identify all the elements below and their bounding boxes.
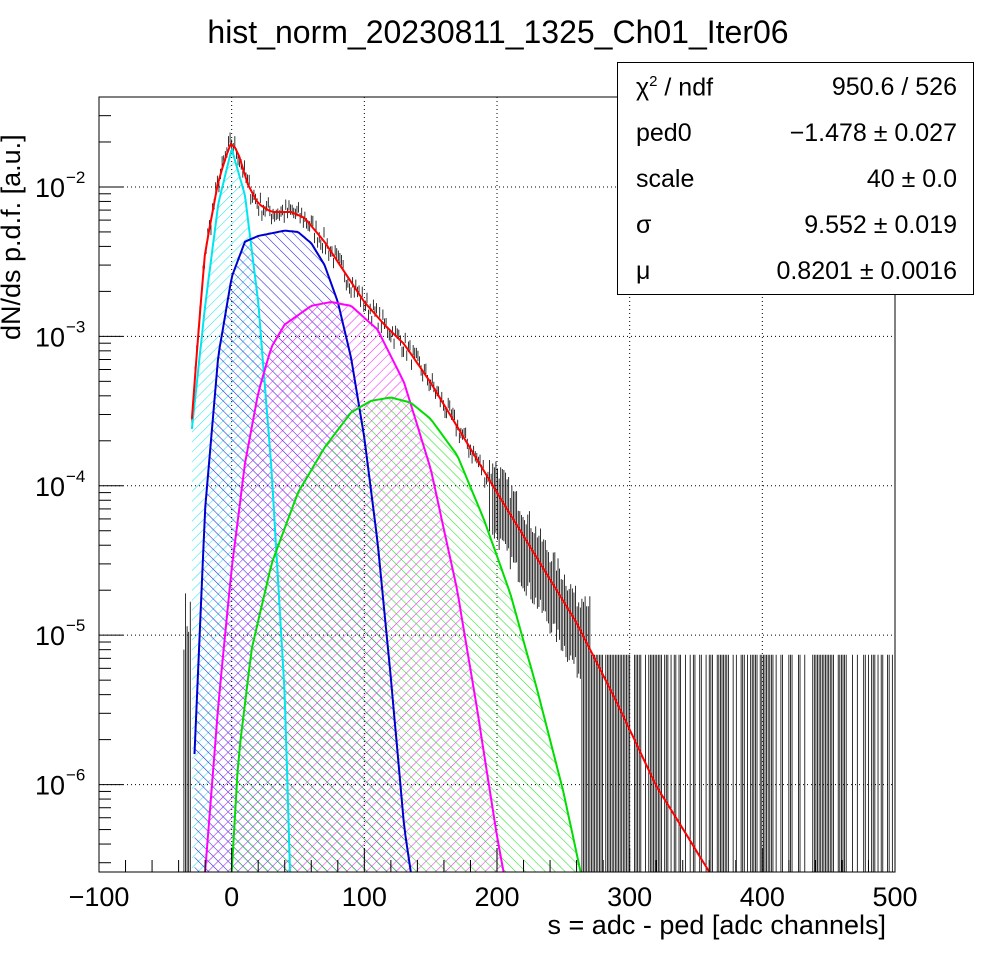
y-tick-label: 10 [35,472,65,502]
y-tick-label: 10 [35,621,65,651]
y-tick-label: 10 [35,173,65,203]
x-tick-label: 200 [474,882,519,912]
stat-row-scale: scale 40 ± 0.0 [618,157,973,203]
fit-curve-series-3 [230,396,582,873]
x-tick-label: −100 [69,882,130,912]
y-tick-exponent: −6 [66,766,85,785]
fit-curve-series-2 [204,301,505,873]
fit-curve-series-0 [190,147,291,873]
stat-row-ped0: ped0 −1.478 ± 0.027 [618,111,973,157]
x-tick-label: 0 [224,882,239,912]
stat-key: χ2 / ndf [636,73,714,102]
chart-title: hist_norm_20230811_1325_Ch01_Iter06 [207,14,789,50]
stat-row-mu: μ 0.8201 ± 0.0016 [618,249,973,295]
x-tick-label: 300 [607,882,652,912]
y-tick-exponent: −2 [66,168,85,187]
y-tick-label: 10 [35,771,65,801]
fit-curve-series-1 [193,229,412,873]
fit-curves [190,142,711,873]
x-tick-label: 100 [342,882,387,912]
x-axis-label: s = adc - ped [adc channels] [547,910,886,940]
x-tick-label: 500 [872,882,917,912]
y-axis-label: dN/ds p.d.f. [a.u.] [0,134,26,340]
stat-key: μ [636,257,651,285]
data-points [183,132,893,872]
stat-row-sigma: σ 9.552 ± 0.019 [618,203,973,249]
stat-key: ped0 [636,119,692,147]
stat-key: scale [636,165,695,193]
fit-stats-box: χ2 / ndf 950.6 / 526 ped0 −1.478 ± 0.027… [617,62,974,295]
stat-value: 950.6 / 526 [831,73,957,101]
stat-row-chi2: χ2 / ndf 950.6 / 526 [618,65,973,111]
y-tick-label: 10 [35,322,65,352]
x-tick-label: 400 [740,882,785,912]
y-tick-exponent: −4 [66,467,85,486]
stat-value: −1.478 ± 0.027 [789,119,957,147]
hatch-area-series-3 [231,397,581,872]
axes [98,96,896,873]
hatched-fills [191,149,581,873]
stat-value: 0.8201 ± 0.0016 [776,257,957,285]
y-tick-exponent: −3 [66,317,85,336]
y-tick-exponent: −5 [66,616,85,635]
stat-value: 9.552 ± 0.019 [804,211,957,239]
stat-key: σ [636,211,652,239]
stat-value: 40 ± 0.0 [866,165,957,193]
fit-curve-series-4 [190,142,711,873]
